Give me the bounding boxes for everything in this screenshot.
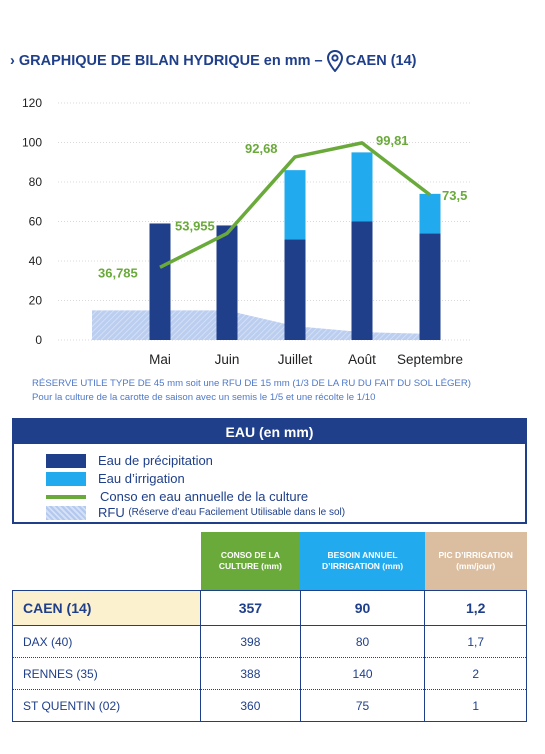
- irrigation-swatch: [46, 471, 86, 486]
- row-pic: 1: [424, 689, 527, 722]
- row-pic: 1,7: [424, 625, 527, 658]
- row-name: ST QUENTIN (02): [12, 689, 201, 722]
- header-conso: CONSO DE LA CULTURE (mm): [200, 532, 301, 591]
- irrigation-bar: [284, 170, 306, 240]
- table-row: CAEN (14) 357 90 1,2: [12, 590, 527, 626]
- legend-item-precipitation: Eau de précipitation: [46, 453, 213, 468]
- irrigation-bar: [419, 193, 441, 234]
- conso-data-label: 36,785: [98, 265, 138, 280]
- table-corner: [13, 532, 201, 591]
- legend-header: EAU (en mm): [14, 420, 525, 444]
- row-besoin: 140: [300, 657, 426, 690]
- legend-item-rfu: RFU (Réserve d’eau Facilement Utilisable…: [46, 505, 345, 520]
- irrigation-table: CONSO DE LA CULTURE (mm) BESOIN ANNUEL D…: [12, 532, 527, 722]
- y-tick-label: 80: [29, 175, 43, 189]
- row-besoin: 80: [300, 625, 426, 658]
- y-tick-label: 0: [35, 333, 42, 347]
- row-name: CAEN (14): [12, 590, 201, 626]
- legend-item-conso: Conso en eau annuelle de la culture: [46, 489, 308, 504]
- y-tick-label: 60: [29, 215, 43, 229]
- precipitation-swatch: [46, 453, 86, 468]
- row-pic: 2: [424, 657, 527, 690]
- legend-item-irrigation: Eau d’irrigation: [46, 471, 185, 486]
- legend-label: Conso en eau annuelle de la culture: [100, 489, 309, 504]
- y-tick-label: 40: [29, 254, 43, 268]
- row-conso: 360: [200, 689, 301, 722]
- conso-data-label: 73,5: [442, 188, 467, 203]
- y-tick-label: 120: [22, 96, 42, 110]
- rfu-area: [92, 310, 440, 340]
- row-name: DAX (40): [12, 625, 201, 658]
- row-besoin: 75: [300, 689, 426, 722]
- y-tick-label: 20: [29, 294, 43, 308]
- chart-title: › GRAPHIQUE DE BILAN HYDRIQUE en mm – CA…: [10, 50, 417, 72]
- legend-label: RFU: [98, 505, 125, 520]
- header-pic: PIC D’IRRIGATION (mm/jour): [424, 532, 527, 591]
- header-besoin: BESOIN ANNUEL D’IRRIGATION (mm): [300, 532, 425, 591]
- row-name: RENNES (35): [12, 657, 201, 690]
- legend-label: Eau de précipitation: [98, 453, 213, 468]
- legend-box: EAU (en mm) Eau de précipitation Eau d’i…: [12, 418, 527, 524]
- title-location: CAEN (14): [345, 53, 417, 69]
- x-tick-label: Août: [348, 352, 376, 367]
- conso-data-label: 99,81: [376, 133, 409, 148]
- rfu-swatch: [46, 505, 86, 520]
- note-reserve: RÉSERVE UTILE TYPE DE 45 mm soit une RFU…: [32, 378, 471, 389]
- row-pic: 1,2: [424, 590, 527, 626]
- precipitation-bar: [149, 223, 171, 340]
- conso-swatch: [46, 494, 86, 499]
- title-text: GRAPHIQUE DE BILAN HYDRIQUE en mm –: [18, 53, 323, 69]
- row-besoin: 90: [300, 590, 426, 626]
- chevron-right-icon: ›: [10, 53, 19, 69]
- precipitation-bar: [216, 225, 238, 340]
- legend-label: Eau d’irrigation: [98, 471, 185, 486]
- row-conso: 357: [200, 590, 301, 626]
- table-row: RENNES (35) 388 140 2: [12, 657, 527, 690]
- x-tick-label: Juillet: [278, 352, 313, 367]
- y-tick-label: 100: [22, 136, 42, 150]
- precipitation-bar: [284, 239, 306, 340]
- conso-line: [159, 141, 432, 269]
- map-pin-icon: [326, 50, 343, 72]
- table-row: ST QUENTIN (02) 360 75 1: [12, 689, 527, 722]
- precipitation-bar: [351, 221, 373, 340]
- conso-data-label: 92,68: [245, 141, 278, 156]
- water-balance-chart: 0 20 40 60 80 100 120 Mai Juin Juillet Août Septemb…: [22, 96, 470, 367]
- rfu-detail: (Réserve d’eau Facilement Utilisable dan…: [128, 507, 346, 518]
- precipitation-bar: [419, 233, 441, 340]
- x-tick-label: Juin: [215, 352, 240, 367]
- table-row: DAX (40) 398 80 1,7: [12, 625, 527, 658]
- irrigation-bar: [351, 152, 373, 222]
- x-tick-label: Mai: [149, 352, 171, 367]
- conso-data-label: 53,955: [175, 218, 215, 233]
- x-tick-label: Septembre: [397, 352, 463, 367]
- note-culture: Pour la culture de la carotte de saison …: [32, 392, 376, 403]
- row-conso: 388: [200, 657, 301, 690]
- row-conso: 398: [200, 625, 301, 658]
